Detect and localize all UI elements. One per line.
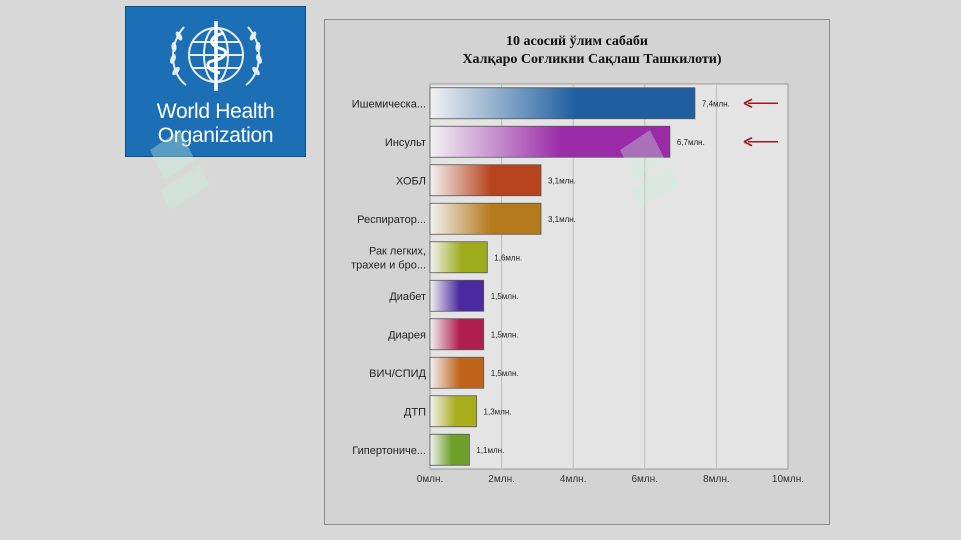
who-logo: World Health Organization xyxy=(125,6,306,157)
data-label: 7,4млн. xyxy=(702,99,730,108)
category-label: Респиратор... xyxy=(357,214,426,226)
data-label: 6,7млн. xyxy=(677,138,705,147)
data-label: 1,6млн. xyxy=(494,253,522,262)
category-label: Рак легких, xyxy=(369,245,426,257)
bar xyxy=(429,318,485,351)
category-label: трахеи и бро... xyxy=(351,259,426,271)
arrow-head xyxy=(743,137,753,147)
category-label: Ишемическа... xyxy=(352,98,426,110)
x-tick-label: 4млн. xyxy=(560,474,587,485)
bar xyxy=(429,356,485,389)
data-label: 1,5млн. xyxy=(491,292,519,301)
who-name-line1: World Health xyxy=(156,100,275,123)
data-label: 3,1млн. xyxy=(548,215,576,224)
arrow-head xyxy=(743,98,753,108)
bar xyxy=(429,433,470,466)
bar xyxy=(429,125,671,158)
x-tick-label: 2млн. xyxy=(488,474,515,485)
x-tick-label: 0млн. xyxy=(417,474,444,485)
bar xyxy=(429,395,477,428)
bar xyxy=(429,87,696,120)
bar xyxy=(429,202,542,235)
category-label: Гипертониче... xyxy=(352,445,426,457)
annotation-arrows xyxy=(743,98,778,147)
chart-subtitle: Халқаро Соғликни Сақлаш Ташкилоти) xyxy=(462,52,722,67)
category-label: ДТП xyxy=(404,406,426,418)
category-label: Диарея xyxy=(388,329,426,341)
data-label: 3,1млн. xyxy=(548,176,576,185)
data-label: 1,5млн. xyxy=(491,330,519,339)
data-label: 1,3млн. xyxy=(484,407,512,416)
bar xyxy=(429,241,488,274)
x-tick-label: 8млн. xyxy=(703,474,730,485)
category-label: Инсульт xyxy=(385,137,426,149)
x-tick-label: 6млн. xyxy=(632,474,659,485)
category-label: Диабет xyxy=(389,291,426,303)
category-label: ВИЧ/СПИД xyxy=(369,368,426,380)
labels: 0млн. 2млн. 4млн. 6млн. 8млн. 10млн. 7,4млн. Иш… xyxy=(351,98,804,485)
category-label: ХОБЛ xyxy=(396,175,426,187)
bar xyxy=(429,164,542,197)
x-tick-label: 10млн. xyxy=(772,474,804,485)
who-emblem-icon xyxy=(170,21,262,91)
who-name-line2: Organization xyxy=(157,124,274,147)
bars xyxy=(429,87,696,466)
bar xyxy=(429,279,485,312)
chart-title: 10 асосий ўлим сабаби xyxy=(506,34,648,49)
data-label: 1,1млн. xyxy=(476,446,504,455)
data-label: 1,5млн. xyxy=(491,369,519,378)
